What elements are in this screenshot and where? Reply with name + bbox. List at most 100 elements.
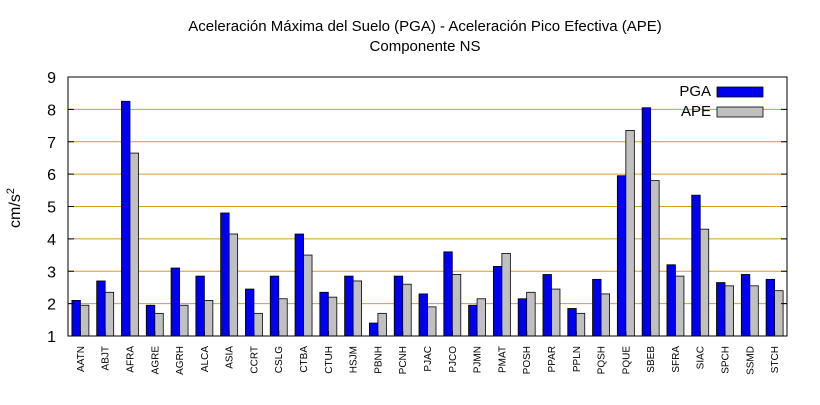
legend-label: PGA — [679, 83, 711, 100]
axes — [67, 76, 788, 337]
bar-ape — [699, 228, 710, 337]
y-axis-label: cm/s2 — [5, 188, 24, 228]
y-tick-label: 3 — [47, 264, 56, 281]
x-tick-label: AATN — [76, 346, 87, 372]
x-tick-label: PPAR — [547, 346, 558, 373]
x-tick-label: PCNH — [398, 346, 409, 374]
x-tick-label: AGRE — [150, 346, 161, 375]
grid-lines — [68, 108, 787, 305]
bar-ape — [575, 312, 586, 337]
x-tick-label: CSLG — [274, 346, 285, 373]
bar-ape — [352, 280, 363, 337]
y-tick-label: 6 — [47, 167, 56, 184]
bar-pga — [765, 278, 776, 337]
y-tick-label: 7 — [47, 135, 56, 152]
bar-ape — [253, 312, 263, 337]
bar-pga — [96, 280, 106, 337]
bar-pga — [170, 267, 180, 337]
x-tick-label: PJMN — [473, 346, 484, 373]
bar-pga — [71, 299, 81, 337]
bar-ape — [154, 312, 164, 337]
y-tick-label: 9 — [47, 70, 56, 87]
x-tick-label: STCH — [770, 346, 781, 373]
bar-ape — [600, 293, 610, 337]
bar-pga — [592, 278, 602, 337]
bar-ape — [377, 312, 387, 337]
chart-title: Aceleración Máxima del Suelo (PGA) - Ace… — [188, 18, 662, 35]
bar-ape — [476, 298, 486, 337]
bar-pga — [567, 308, 577, 337]
x-tick-label: PQSH — [597, 346, 608, 374]
x-tick-label: PQUE — [621, 346, 632, 375]
bar-pga — [616, 175, 627, 337]
bar-pga — [269, 275, 280, 337]
x-tick-label: PBNH — [373, 346, 384, 374]
bar-pga — [492, 265, 503, 337]
chart-subtitle: Componente NS — [370, 38, 481, 55]
bar-pga — [319, 291, 329, 337]
bar-ape — [749, 285, 759, 337]
bar-pga — [393, 275, 404, 337]
x-tick-label: ABJT — [101, 346, 112, 370]
y-tick-label: 1 — [47, 329, 56, 346]
bar-ape — [427, 306, 437, 337]
legend-swatch — [716, 106, 764, 118]
bar-ape — [551, 288, 561, 337]
bar-ape — [303, 254, 313, 337]
bar-pga — [220, 212, 230, 337]
x-tick-label: AFRA — [125, 346, 136, 373]
y-tick-label: 5 — [47, 200, 56, 217]
x-tick-label: PJAC — [423, 346, 434, 372]
legend-swatch — [716, 86, 764, 98]
bar-ape — [228, 233, 239, 337]
bar-ape — [724, 285, 734, 337]
bar-ape — [625, 130, 635, 337]
x-tick-label: CCRT — [249, 346, 260, 374]
bar-pga — [691, 194, 701, 337]
legend-label: APE — [681, 103, 711, 120]
bar-ape — [501, 253, 511, 337]
bar-ape — [129, 152, 139, 337]
legend: PGA APE — [679, 83, 764, 120]
bar-ape — [104, 291, 115, 337]
bar-pga — [740, 274, 751, 337]
bar-pga — [344, 275, 354, 337]
bar-ape — [675, 275, 685, 337]
x-tick-label: PMAT — [497, 346, 508, 373]
x-tick-label: SPCH — [721, 346, 732, 374]
bar-ape — [203, 299, 214, 337]
x-tick-label: SSMD — [745, 346, 756, 375]
x-tick-label: CTBA — [299, 346, 310, 373]
bar-pga — [443, 251, 453, 337]
y-tick-label: 8 — [47, 102, 56, 119]
bar-pga — [468, 304, 478, 337]
x-tick-label: ASIA — [225, 346, 236, 369]
bar-ape — [327, 296, 338, 337]
y-tick-label: 4 — [47, 232, 56, 249]
bar-pga — [245, 288, 255, 337]
bar-ape — [402, 283, 412, 337]
bar-pga — [121, 100, 131, 337]
bars-group — [71, 100, 784, 337]
x-tick-label: AGRH — [175, 346, 186, 375]
bar-ape — [451, 274, 462, 337]
x-tick-label: SIAC — [696, 346, 707, 369]
bar-ape — [79, 304, 90, 337]
bar-pga — [294, 233, 304, 337]
x-tick-labels: AATN ABJT AFRA AGRE AGRH ALCA ASIA CCRT CSLG CTBA… — [76, 346, 781, 375]
bar-pga — [666, 264, 676, 337]
bar-pga — [716, 282, 726, 337]
bar-ape — [526, 291, 536, 337]
bar-pga — [195, 275, 205, 337]
x-tick-label: ALCA — [200, 346, 211, 372]
plot-frame — [67, 76, 788, 337]
bar-pga — [145, 304, 156, 337]
y-tick-labels: 1 2 3 4 5 6 7 8 9 — [47, 70, 56, 346]
x-tick-label: POSH — [522, 346, 533, 374]
x-tick-label: SFRA — [671, 346, 682, 373]
x-tick-label: PJCO — [448, 346, 459, 373]
x-tick-label: CTUH — [324, 346, 335, 374]
bar-ape — [179, 304, 189, 337]
bar-ape — [774, 290, 784, 337]
